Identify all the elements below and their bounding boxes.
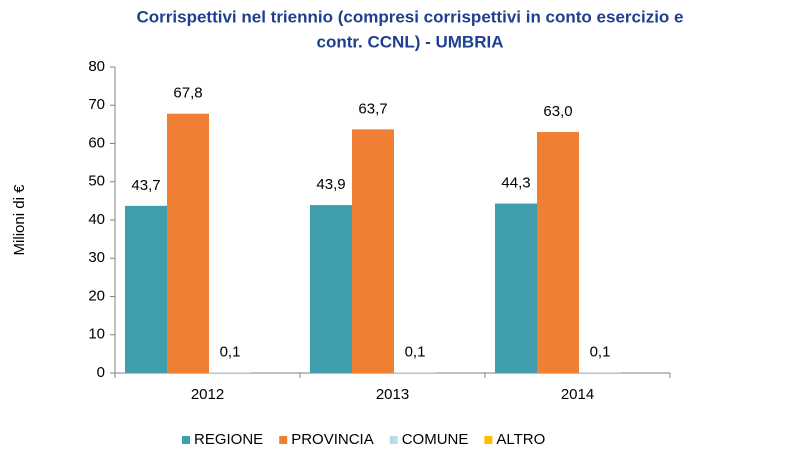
y-axis-label: Milioni di € [11, 184, 28, 256]
data-label: 0,1 [590, 344, 611, 361]
bar [537, 132, 579, 373]
chart-title: Corrispettivi nel triennio (compresi cor… [137, 7, 684, 26]
bar [167, 113, 209, 373]
legend-swatch [182, 436, 190, 444]
y-tick-label: 40 [88, 211, 105, 228]
legend-swatch [279, 436, 288, 444]
bar [125, 205, 167, 373]
data-label: 63,0 [543, 103, 572, 120]
y-tick-label: 80 [88, 58, 105, 75]
data-label: 43,7 [131, 177, 160, 194]
bar [310, 205, 352, 373]
legend-swatch [484, 436, 493, 444]
x-tick-label: 2014 [561, 386, 594, 403]
y-tick-label: 0 [97, 364, 105, 381]
data-label: 63,7 [358, 100, 387, 117]
legend-label: ALTRO [496, 431, 545, 448]
y-tick-label: 70 [88, 96, 105, 113]
legend-label: PROVINCIA [291, 431, 374, 448]
chart-title: contr. CCNL) - UMBRIA [317, 32, 504, 51]
y-tick-label: 60 [88, 134, 105, 151]
y-tick-label: 20 [88, 287, 105, 304]
x-tick-label: 2012 [191, 386, 224, 403]
data-label: 43,9 [316, 176, 345, 193]
legend-label: COMUNE [402, 431, 469, 448]
y-tick-label: 10 [88, 326, 105, 343]
bar [495, 203, 537, 373]
data-label: 0,1 [405, 344, 426, 361]
data-label: 67,8 [173, 85, 202, 102]
legend-swatch [389, 436, 398, 444]
x-tick-label: 2013 [376, 386, 409, 403]
legend-label: REGIONE [194, 431, 263, 448]
y-tick-label: 50 [88, 173, 105, 190]
y-tick-label: 30 [88, 249, 105, 266]
data-label: 0,1 [220, 344, 241, 361]
bar [352, 129, 394, 373]
data-label: 44,3 [501, 175, 530, 192]
